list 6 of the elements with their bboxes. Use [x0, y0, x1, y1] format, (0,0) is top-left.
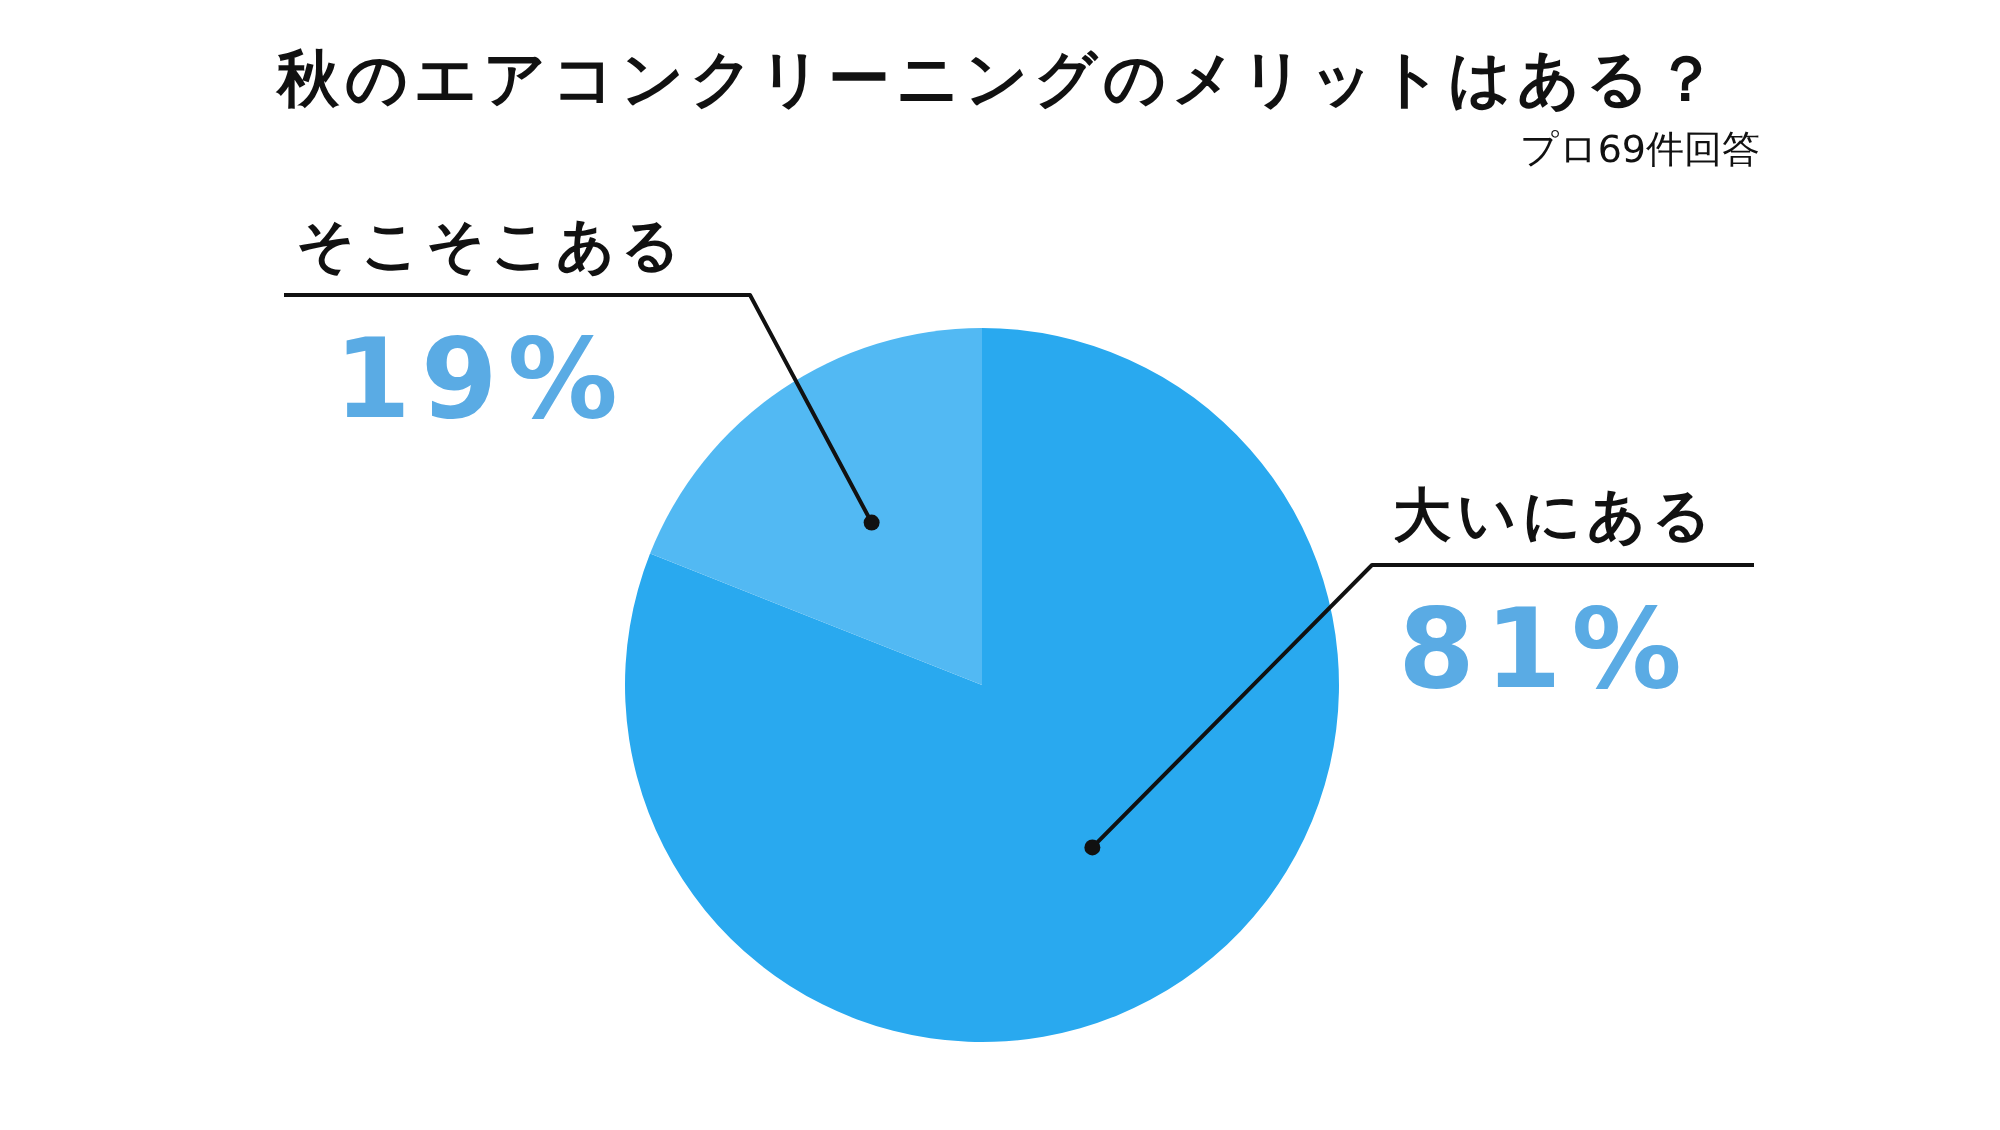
slice-label: そこそこある	[296, 211, 686, 279]
slice-label: 大いにある	[1393, 481, 1717, 549]
chart-subtitle: プロ69件回答	[1519, 127, 1760, 171]
chart-title: 秋のエアコンクリーニングのメリットはある？	[275, 42, 1723, 115]
data-label: 81%	[1398, 585, 1692, 713]
data-label: 19%	[334, 315, 628, 443]
